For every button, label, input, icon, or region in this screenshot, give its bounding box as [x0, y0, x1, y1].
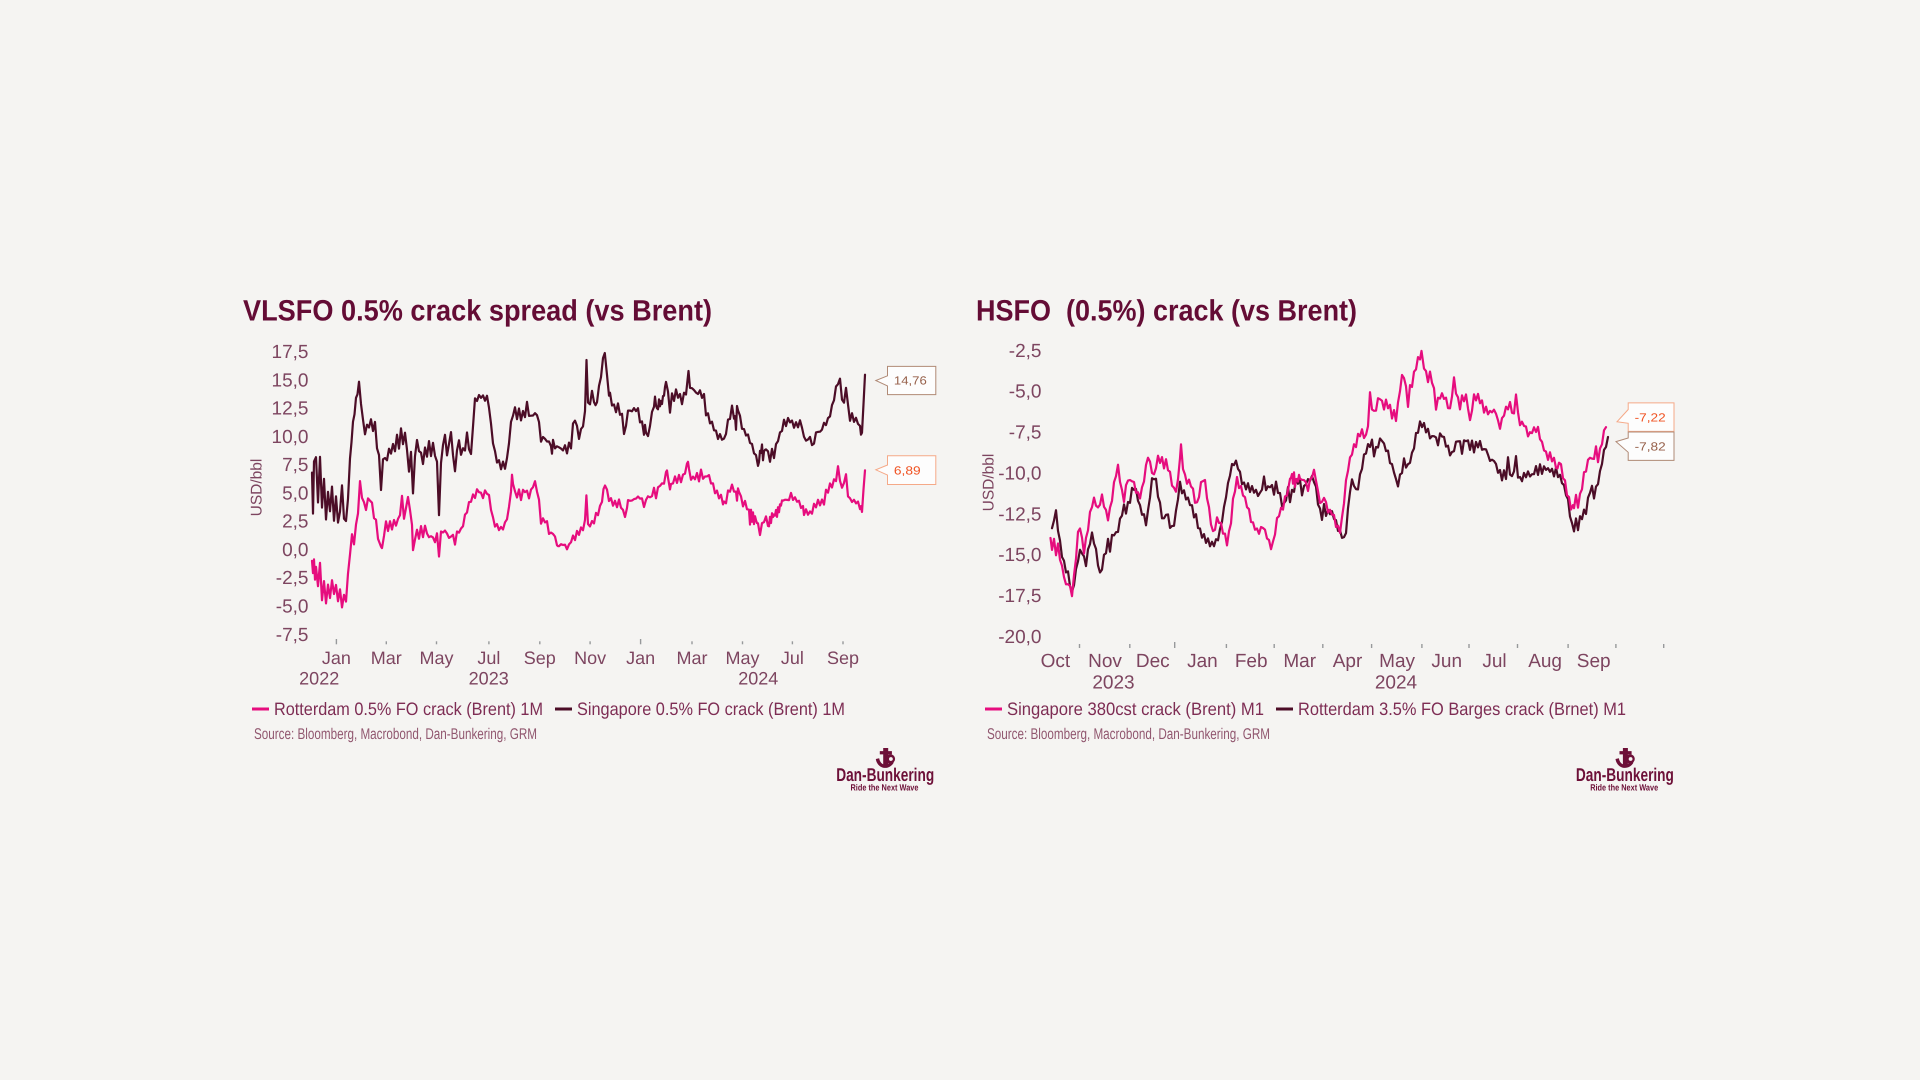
- svg-text:-7,5: -7,5: [1009, 423, 1042, 444]
- svg-text:-7,5: -7,5: [276, 625, 309, 646]
- svg-text:Dan-Bunkering: Dan-Bunkering: [1576, 764, 1674, 785]
- svg-text:-12,5: -12,5: [998, 504, 1041, 525]
- svg-text:Jan: Jan: [1187, 651, 1218, 672]
- svg-text:2,5: 2,5: [282, 512, 308, 533]
- svg-text:-15,0: -15,0: [998, 545, 1041, 566]
- svg-text:Source: Bloomberg, Macrobond,: Source: Bloomberg, Macrobond, Dan-Bunker…: [987, 726, 1270, 743]
- svg-text:Source: Bloomberg, Macrobond,: Source: Bloomberg, Macrobond, Dan-Bunker…: [254, 726, 537, 743]
- svg-text:Jul: Jul: [1482, 651, 1506, 672]
- svg-text:-2,5: -2,5: [276, 568, 309, 589]
- svg-text:Mar: Mar: [1283, 651, 1316, 672]
- svg-text:-2,5: -2,5: [1009, 341, 1042, 362]
- svg-text:May: May: [419, 648, 453, 668]
- svg-text:Dan-Bunkering: Dan-Bunkering: [836, 764, 934, 785]
- svg-text:2024: 2024: [738, 669, 778, 689]
- svg-text:Jan: Jan: [626, 648, 655, 668]
- svg-text:Nov: Nov: [574, 648, 606, 668]
- svg-text:2022: 2022: [299, 669, 339, 689]
- svg-text:Sep: Sep: [827, 648, 859, 668]
- svg-text:-10,0: -10,0: [998, 463, 1041, 484]
- svg-text:2023: 2023: [1092, 673, 1134, 694]
- svg-text:Dec: Dec: [1136, 651, 1170, 672]
- svg-text:-20,0: -20,0: [998, 627, 1041, 648]
- svg-text:5,0: 5,0: [282, 483, 308, 504]
- svg-text:Nov: Nov: [1088, 651, 1122, 672]
- svg-text:6,89: 6,89: [894, 463, 921, 477]
- svg-text:Rotterdam 0.5% FO crack (Brent: Rotterdam 0.5% FO crack (Brent) 1M: [274, 699, 543, 719]
- svg-text:Singapore 380cst crack (Brent): Singapore 380cst crack (Brent) M1: [1007, 699, 1264, 719]
- svg-text:7,5: 7,5: [282, 455, 308, 476]
- svg-text:May: May: [1379, 651, 1415, 672]
- svg-text:Sep: Sep: [524, 648, 556, 668]
- svg-text:15,0: 15,0: [272, 370, 309, 391]
- svg-text:May: May: [725, 648, 759, 668]
- svg-text:Jan: Jan: [322, 648, 351, 668]
- svg-text:Jul: Jul: [477, 648, 500, 668]
- svg-text:Oct: Oct: [1041, 651, 1071, 672]
- svg-text:Singapore 0.5% FO crack (Brent: Singapore 0.5% FO crack (Brent) 1M: [577, 699, 845, 719]
- svg-text:VLSFO 0.5% crack spread (vs Br: VLSFO 0.5% crack spread (vs Brent): [243, 295, 712, 328]
- svg-text:14,76: 14,76: [894, 374, 927, 388]
- svg-text:Aug: Aug: [1528, 651, 1562, 672]
- svg-text:Rotterdam 3.5% FO Barges crack: Rotterdam 3.5% FO Barges crack (Brnet) M…: [1298, 699, 1626, 719]
- svg-text:Ride the Next Wave: Ride the Next Wave: [1590, 783, 1658, 793]
- svg-text:Ride the Next Wave: Ride the Next Wave: [851, 783, 919, 793]
- svg-text:Jul: Jul: [781, 648, 804, 668]
- svg-text:2023: 2023: [469, 669, 509, 689]
- svg-text:10,0: 10,0: [272, 427, 309, 448]
- svg-text:17,5: 17,5: [272, 342, 309, 363]
- svg-text:-5,0: -5,0: [1009, 382, 1042, 403]
- svg-text:-7,22: -7,22: [1635, 410, 1666, 424]
- svg-text:0,0: 0,0: [282, 540, 308, 561]
- svg-text:Mar: Mar: [371, 648, 402, 668]
- svg-text:-17,5: -17,5: [998, 586, 1041, 607]
- svg-text:Sep: Sep: [1577, 651, 1611, 672]
- svg-text:-7,82: -7,82: [1635, 439, 1666, 453]
- svg-text:Apr: Apr: [1333, 651, 1363, 672]
- svg-text:USD/bbl: USD/bbl: [249, 459, 266, 517]
- svg-text:2024: 2024: [1375, 673, 1418, 694]
- svg-text:Jun: Jun: [1431, 651, 1462, 672]
- svg-text:Feb: Feb: [1235, 651, 1268, 672]
- svg-text:USD/bbl: USD/bbl: [981, 454, 998, 512]
- svg-text:-5,0: -5,0: [276, 597, 309, 618]
- svg-text:Mar: Mar: [677, 648, 708, 668]
- svg-text:12,5: 12,5: [272, 399, 309, 420]
- svg-text:HSFO (0.5%) crack (vs Brent): HSFO (0.5%) crack (vs Brent): [976, 295, 1357, 328]
